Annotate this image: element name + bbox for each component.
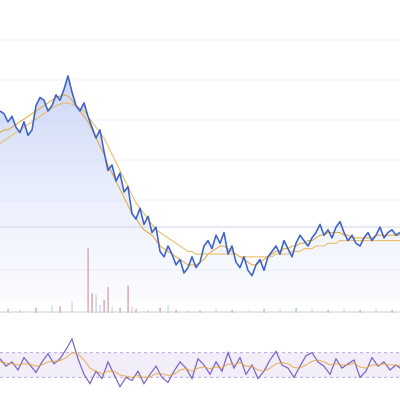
volume-bar	[343, 309, 345, 313]
volume-bar	[175, 309, 177, 313]
volume-bar	[91, 293, 93, 313]
volume-bar	[311, 309, 313, 313]
volume-bar	[231, 309, 233, 313]
volume-bar	[127, 285, 129, 313]
volume-bar	[107, 287, 109, 313]
volume-bar	[7, 309, 9, 313]
volume-bar	[167, 305, 169, 313]
volume-bar	[279, 309, 281, 313]
volume-bar	[215, 309, 217, 313]
volume-bar	[295, 307, 297, 313]
volume-bar	[103, 300, 105, 313]
volume-bar	[359, 309, 361, 313]
oscillator-line	[0, 337, 400, 388]
volume-bar	[51, 305, 53, 313]
price-area-fill	[0, 75, 400, 301]
volume-bar	[111, 306, 113, 313]
oscillator-panel	[0, 337, 400, 388]
volume-bar	[159, 307, 161, 313]
volume-bar	[59, 306, 61, 313]
volume-bar	[35, 307, 37, 313]
volume-bar	[327, 309, 329, 313]
volume-bar	[131, 306, 133, 313]
volume-bar	[19, 309, 21, 313]
volume-bar	[87, 248, 89, 313]
signal-line	[0, 352, 400, 378]
volume-bar	[119, 307, 121, 313]
volume-bar	[71, 301, 73, 313]
volume-bar	[263, 309, 265, 313]
volume-panel	[7, 248, 393, 313]
moving-average-slow-line	[0, 102, 400, 258]
volume-bar	[147, 309, 149, 313]
volume-bar	[99, 305, 101, 313]
volume-bar	[375, 309, 377, 313]
volume-bar	[95, 294, 97, 313]
volume-bar	[391, 309, 393, 313]
price-line	[0, 75, 400, 277]
price-panel	[0, 75, 400, 301]
volume-bar	[135, 309, 137, 313]
